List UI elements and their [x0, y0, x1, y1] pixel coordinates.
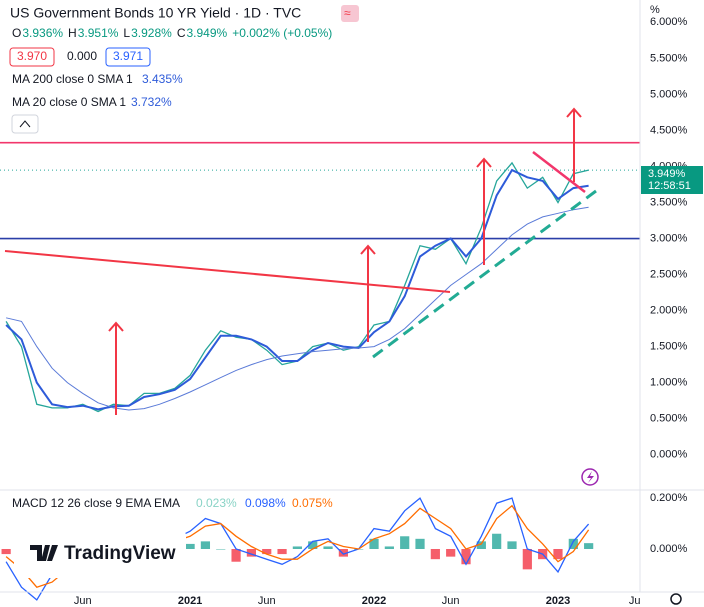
- histogram-bar: [185, 543, 195, 549]
- histogram-bar: [369, 538, 379, 549]
- histogram-bar: [200, 541, 211, 549]
- histogram-bar: [231, 548, 241, 562]
- histogram-bar: [1, 548, 11, 555]
- histogram-bar: [553, 548, 563, 560]
- y-tick-label: 3.500%: [650, 196, 688, 208]
- y-tick-label: 0.000%: [650, 449, 688, 461]
- x-tick-label: Ju: [629, 595, 641, 607]
- histogram-bar: [216, 548, 226, 550]
- ma20-value: 3.732%: [131, 95, 172, 109]
- series-line: [5, 168, 589, 411]
- spread: 0.000: [67, 49, 97, 63]
- wedge-line: [532, 151, 586, 193]
- ohlc-legend: O 3.936% H 3.951% L 3.928% C 3.949% +0.002% (+0.…: [12, 26, 332, 40]
- series-line: [5, 206, 589, 411]
- histogram-bar: [308, 541, 318, 549]
- x-tick-label: 2023: [546, 595, 570, 607]
- signal-value: 0.075%: [292, 496, 333, 510]
- buy-box[interactable]: [105, 47, 151, 67]
- ohlc-value: 3.936%: [22, 26, 63, 40]
- histogram-bar: [507, 541, 517, 549]
- histogram-bar: [522, 548, 532, 570]
- event-glyph: [587, 471, 594, 483]
- histogram-bar: [292, 546, 302, 549]
- arrow: [476, 157, 492, 265]
- x-tick-label: 2022: [362, 595, 386, 607]
- ma20-label: MA 20 close 0 SMA 1: [12, 95, 126, 109]
- arrow: [360, 244, 376, 342]
- histogram-bar: [338, 548, 348, 557]
- y-tick-label: 5.000%: [650, 88, 688, 100]
- y-tick-label: 6.000%: [650, 16, 688, 28]
- trend-line: [4, 250, 451, 293]
- axis-unit: %: [650, 4, 660, 16]
- ma200-value: 3.435%: [142, 72, 183, 86]
- x-tick-label: Jun: [258, 595, 276, 607]
- histogram-bar: [246, 548, 256, 557]
- histogram-bar: [277, 548, 287, 555]
- change: +0.002% (+0.05%): [232, 26, 332, 40]
- y-tick-label: 2.000%: [650, 304, 688, 316]
- price-tag-countdown: 12:58:51: [648, 180, 691, 192]
- histogram-bar: [461, 548, 471, 565]
- y-tick-label: 4.500%: [650, 124, 688, 136]
- price-tag-value: 3.949%: [648, 168, 686, 180]
- ohlc-key: H: [68, 26, 77, 40]
- histogram-bar: [400, 536, 410, 549]
- ohlc-value: 3.951%: [78, 26, 119, 40]
- histogram-bar: [323, 546, 333, 549]
- buy-price: 3.971: [113, 49, 143, 63]
- ohlc-key: C: [177, 26, 186, 40]
- histogram-bar: [415, 538, 425, 549]
- y-tick-label: 2.500%: [650, 268, 688, 280]
- x-tick-label: Jun: [442, 595, 460, 607]
- ohlc-value: 3.949%: [186, 26, 227, 40]
- ohlc-key: L: [123, 26, 130, 40]
- y-tick-label: 1.000%: [650, 377, 688, 389]
- histogram-bar: [384, 546, 394, 549]
- macd-hist: 0.023%: [196, 496, 237, 510]
- sell-price: 3.970: [17, 49, 47, 63]
- y-tick-label: 0.000%: [650, 543, 688, 555]
- histogram-bar: [476, 541, 486, 549]
- icon-glyph: ≈: [344, 6, 351, 20]
- icon[interactable]: [341, 5, 359, 22]
- chevron: [19, 120, 31, 128]
- histogram-bar: [262, 548, 272, 555]
- collapse-button[interactable]: [11, 114, 39, 134]
- drawings: [4, 107, 601, 415]
- arrow: [108, 321, 124, 415]
- macd-label: MACD 12 26 close 9 EMA EMA: [12, 496, 180, 510]
- histogram-bar: [492, 533, 502, 549]
- histogram-bar: [584, 543, 594, 549]
- y-tick-label: 1.500%: [650, 341, 688, 353]
- y-tick-label: 0.200%: [650, 492, 688, 504]
- histogram-bar: [568, 538, 578, 549]
- y-tick-label: 5.500%: [650, 52, 688, 64]
- logo-box[interactable]: [14, 528, 186, 578]
- y-tick-label: 0.500%: [650, 413, 688, 425]
- logo-mark: [30, 545, 58, 561]
- support-line: [372, 186, 601, 359]
- chart-title: US Government Bonds 10 YR Yield · 1D · T…: [10, 5, 301, 21]
- ma200-label: MA 200 close 0 SMA 1: [12, 72, 133, 86]
- y-tick-label: 3.000%: [650, 232, 688, 244]
- ohlc-key: O: [12, 26, 21, 40]
- price-tag: [641, 166, 703, 194]
- logo-text: TradingView: [64, 543, 176, 564]
- arrow: [566, 107, 582, 182]
- settings-icon[interactable]: [670, 593, 682, 605]
- histogram-bar: [430, 548, 440, 560]
- macd-value: 0.098%: [245, 496, 286, 510]
- ohlc-value: 3.928%: [131, 26, 172, 40]
- sell-box[interactable]: [9, 47, 55, 67]
- x-tick-label: Jun: [74, 595, 92, 607]
- x-tick-label: 2021: [178, 595, 202, 607]
- histogram-bar: [446, 548, 456, 557]
